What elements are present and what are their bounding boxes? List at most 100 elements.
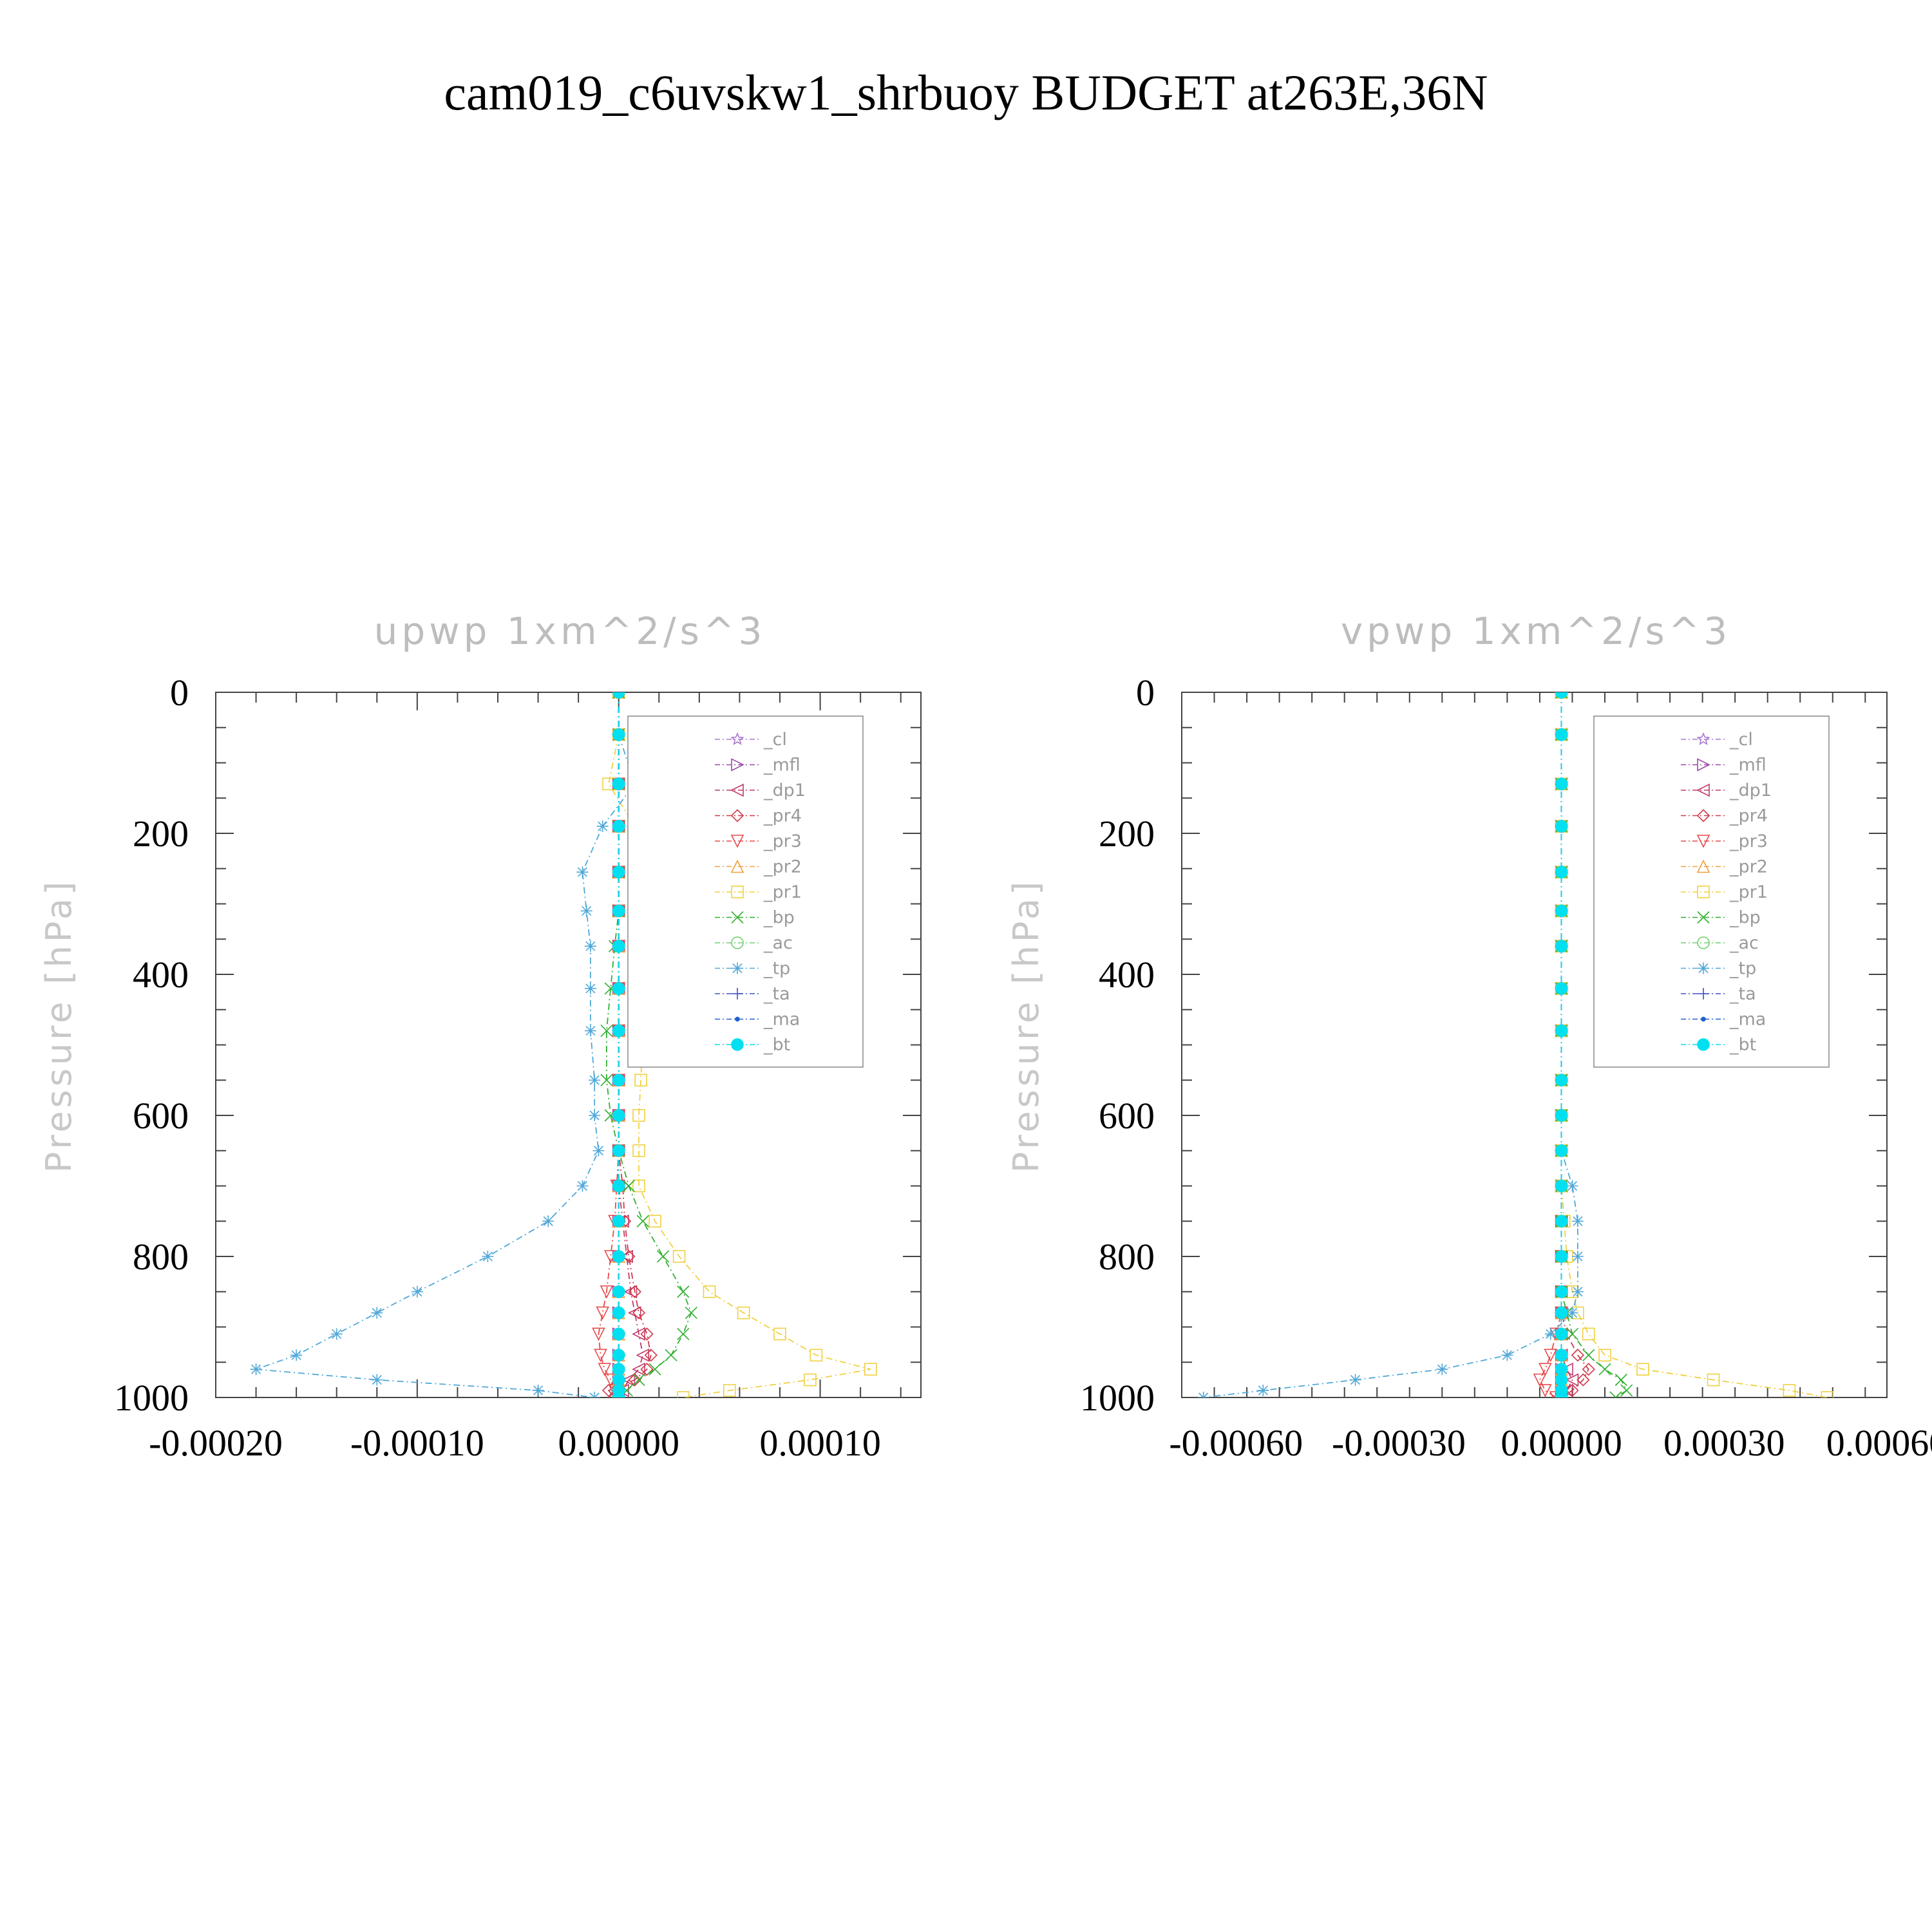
legend-label: _bp — [1729, 908, 1761, 928]
data-point — [1598, 1363, 1611, 1376]
legend-label: _ac — [763, 933, 793, 953]
data-point — [1566, 1327, 1579, 1341]
data-point — [612, 904, 625, 918]
x-tick-label: 0.00010 — [759, 1422, 881, 1464]
data-point — [1555, 1363, 1568, 1376]
y-tick-label: 0 — [1136, 672, 1155, 714]
data-point — [612, 1024, 625, 1037]
data-point — [1555, 1215, 1568, 1228]
data-point — [612, 982, 625, 995]
data-point — [542, 1215, 554, 1227]
data-point — [601, 1383, 616, 1397]
data-point — [612, 1179, 625, 1193]
legend-label: _ma — [763, 1010, 800, 1030]
legend-item-tp: _tp — [1681, 959, 1756, 979]
chart-panels: upwp 1xm^2/s^3 Pressure [hPa] 0 200 400 600 80… — [39, 609, 1932, 1464]
legend-label: _bp — [763, 908, 795, 928]
legend-label: _mfl — [763, 755, 800, 775]
legend-item-mfl: _mfl — [1681, 755, 1766, 775]
legend-label: _ta — [1729, 984, 1756, 1004]
data-point — [804, 1373, 817, 1387]
data-point — [250, 1363, 262, 1376]
legend-item-ta: _ta — [715, 984, 790, 1004]
legend-item-pr2: _pr2 — [715, 857, 802, 877]
data-point — [1571, 1251, 1584, 1262]
legend: _cl _mfl _dp1 _pr4 _pr3 _pr2 _pr1 _bp _ac _tp _ta _… — [627, 715, 864, 1068]
legend-item-cl: _cl — [715, 730, 787, 750]
data-point — [1783, 1384, 1796, 1397]
legend-label: _tp — [1729, 959, 1756, 979]
legend-label: _dp1 — [763, 781, 806, 800]
data-point — [864, 1363, 877, 1376]
data-point — [1555, 728, 1568, 741]
legend-label: _pr2 — [1729, 857, 1768, 877]
legend-item-ma: _ma — [1681, 1010, 1766, 1030]
data-point — [600, 1025, 613, 1037]
data-point — [592, 1144, 605, 1157]
data-point — [1544, 1328, 1557, 1340]
legend-label: _pr2 — [763, 857, 802, 877]
legend-label: _bt — [763, 1035, 790, 1055]
series-line — [256, 692, 636, 1397]
data-point — [612, 820, 625, 833]
legend-label: _ma — [1729, 1010, 1766, 1030]
data-point — [644, 1349, 658, 1362]
legend-swatch-marker — [731, 758, 744, 772]
data-point — [1566, 1180, 1578, 1192]
y-tick-label: 400 — [1099, 954, 1155, 996]
y-tick-label: 1000 — [114, 1377, 189, 1419]
legend-swatch-marker — [1701, 1016, 1706, 1022]
legend-item-ma: _ma — [715, 1010, 800, 1030]
data-point — [600, 1074, 613, 1086]
data-point — [636, 1215, 649, 1227]
legend-label: _cl — [763, 730, 787, 750]
legend-swatch-marker — [730, 732, 744, 746]
data-point — [685, 1307, 697, 1320]
chart-panel-2: vpwp 1xm^2/s^3 Pressure [hPa] 0 200 400 600 80… — [1006, 609, 1932, 1464]
data-point — [584, 982, 596, 994]
legend-swatch-marker — [730, 859, 744, 873]
data-point — [482, 1251, 494, 1262]
data-point — [612, 1327, 625, 1341]
data-point — [1436, 1363, 1448, 1376]
data-point — [612, 728, 625, 741]
data-point — [1609, 1391, 1622, 1397]
data-point — [640, 1327, 654, 1341]
data-point — [628, 1285, 641, 1298]
legend-item-bt: _bt — [1681, 1035, 1756, 1055]
data-point — [737, 1306, 750, 1320]
plot-area — [250, 692, 877, 1397]
data-point — [632, 1144, 645, 1157]
legend-box — [627, 715, 864, 1068]
legend-label: _pr4 — [1729, 806, 1768, 826]
y-tick-label: 800 — [1099, 1236, 1155, 1278]
legend-item-pr4: _pr4 — [1681, 806, 1768, 826]
panel-title: vpwp 1xm^2/s^3 — [1341, 609, 1731, 653]
data-point — [1615, 1374, 1627, 1387]
data-point — [612, 1306, 625, 1320]
data-point — [1544, 1349, 1558, 1363]
data-point — [620, 1249, 634, 1264]
y-tick-label: 1000 — [1080, 1377, 1155, 1419]
data-point — [612, 1250, 625, 1263]
data-point — [1555, 1391, 1568, 1397]
data-point — [612, 1285, 625, 1298]
data-point — [584, 1025, 596, 1037]
data-point — [810, 1349, 823, 1362]
y-tick-label: 800 — [133, 1236, 189, 1278]
data-point — [649, 1363, 661, 1376]
data-point — [612, 1373, 625, 1387]
data-point — [612, 692, 625, 699]
data-point — [1555, 1285, 1568, 1298]
legend-swatch-marker — [735, 1016, 740, 1022]
data-point — [1539, 1363, 1552, 1376]
legend-swatch-marker — [1697, 886, 1710, 898]
legend-item-bt: _bt — [715, 1035, 790, 1055]
data-point — [1539, 1384, 1552, 1397]
data-point — [612, 1144, 625, 1157]
x-tick-label: -0.00060 — [1169, 1422, 1303, 1464]
legend-swatch-marker — [731, 936, 744, 949]
x-tick-label: 0.00000 — [1501, 1422, 1622, 1464]
x-tick-label: -0.00030 — [1332, 1422, 1466, 1464]
